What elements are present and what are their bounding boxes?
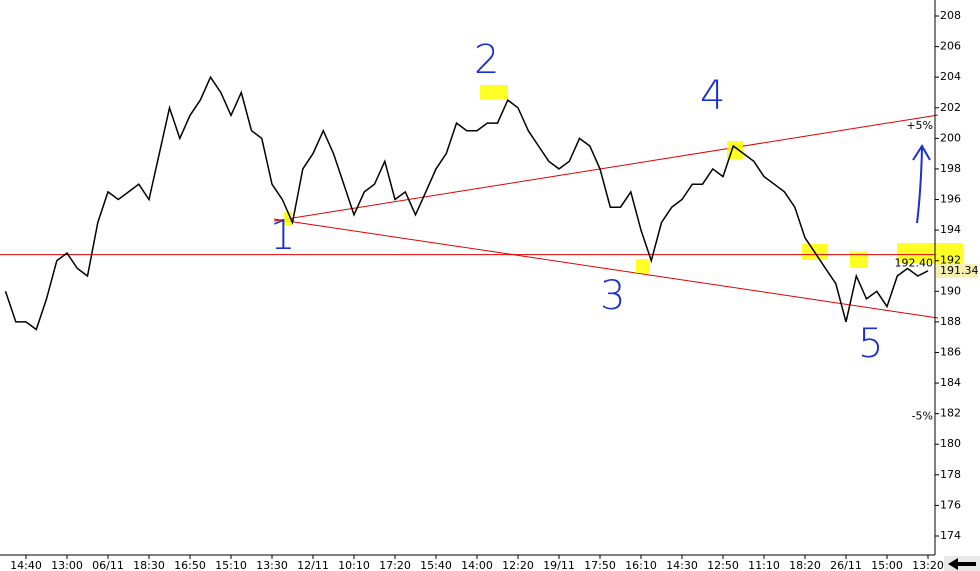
y-tick-label: 198 [940, 162, 961, 175]
x-tick-label: 13:30 [256, 559, 288, 571]
y-tick-label: 206 [940, 40, 961, 53]
x-tick-label: 17:20 [379, 559, 411, 571]
annotation: 5 [858, 321, 883, 367]
highlights [284, 85, 963, 273]
last-price-box [936, 263, 978, 278]
x-tick-label: 12:50 [707, 559, 739, 571]
band-label: +5% [906, 119, 933, 132]
trend-lines [273, 114, 939, 319]
annotation: 1 [270, 213, 295, 259]
x-tick-label: 17:50 [584, 559, 616, 571]
x-tick-label: 15:00 [871, 559, 903, 571]
x-tick-label: 14:40 [10, 559, 42, 571]
x-tick-label: 12/11 [297, 559, 329, 571]
x-tick-label: 18:30 [133, 559, 165, 571]
x-tick-label: 14:30 [666, 559, 698, 571]
y-tick-label: 176 [940, 498, 961, 511]
y-tick-label: 200 [940, 131, 961, 144]
y-tick-label: 194 [940, 223, 961, 236]
hand-arrow [912, 144, 931, 224]
y-tick-label: 192 [940, 254, 961, 267]
y-tick-label: 184 [940, 376, 961, 389]
y-tick-label: 178 [940, 468, 961, 481]
y-tick-label: 204 [940, 70, 961, 83]
x-tick-label: 13:20 [912, 559, 944, 571]
x-tick-label: 18:20 [789, 559, 821, 571]
x-tick-label: 26/11 [830, 559, 862, 571]
x-tick-label: 11:10 [748, 559, 780, 571]
last-price-label: 191.34 [940, 264, 979, 277]
x-tick-label: 12:20 [502, 559, 534, 571]
annotation: 3 [600, 273, 625, 319]
y-tick-label: 188 [940, 315, 961, 328]
x-tick-label: 14:00 [461, 559, 493, 571]
x-tick-label: 16:10 [625, 559, 657, 571]
x-tick-label: 10:10 [338, 559, 370, 571]
y-tick-label: 182 [940, 407, 961, 420]
y-tick-label: 186 [940, 345, 961, 358]
x-tick-label: 16:50 [174, 559, 206, 571]
price-line [4, 75, 929, 331]
x-tick-label: 13:00 [51, 559, 83, 571]
y-tick-label: 196 [940, 193, 961, 206]
x-tick-label: 15:10 [215, 559, 247, 571]
y-tick-label: 174 [940, 529, 961, 542]
x-tick-label: 06/11 [92, 559, 124, 571]
band-label: -5% [912, 410, 933, 423]
y-tick-label: 180 [940, 437, 961, 450]
scroll-button[interactable] [944, 556, 980, 571]
annotation: 2 [474, 37, 499, 83]
x-tick-label: 19/11 [543, 559, 575, 571]
annotation: 4 [700, 73, 725, 119]
y-tick-label: 208 [940, 9, 961, 22]
reference-label: 192.40 [895, 257, 934, 270]
x-tick-label: 15:40 [420, 559, 452, 571]
y-tick-label: 190 [940, 284, 961, 297]
y-tick-label: 202 [940, 101, 961, 114]
